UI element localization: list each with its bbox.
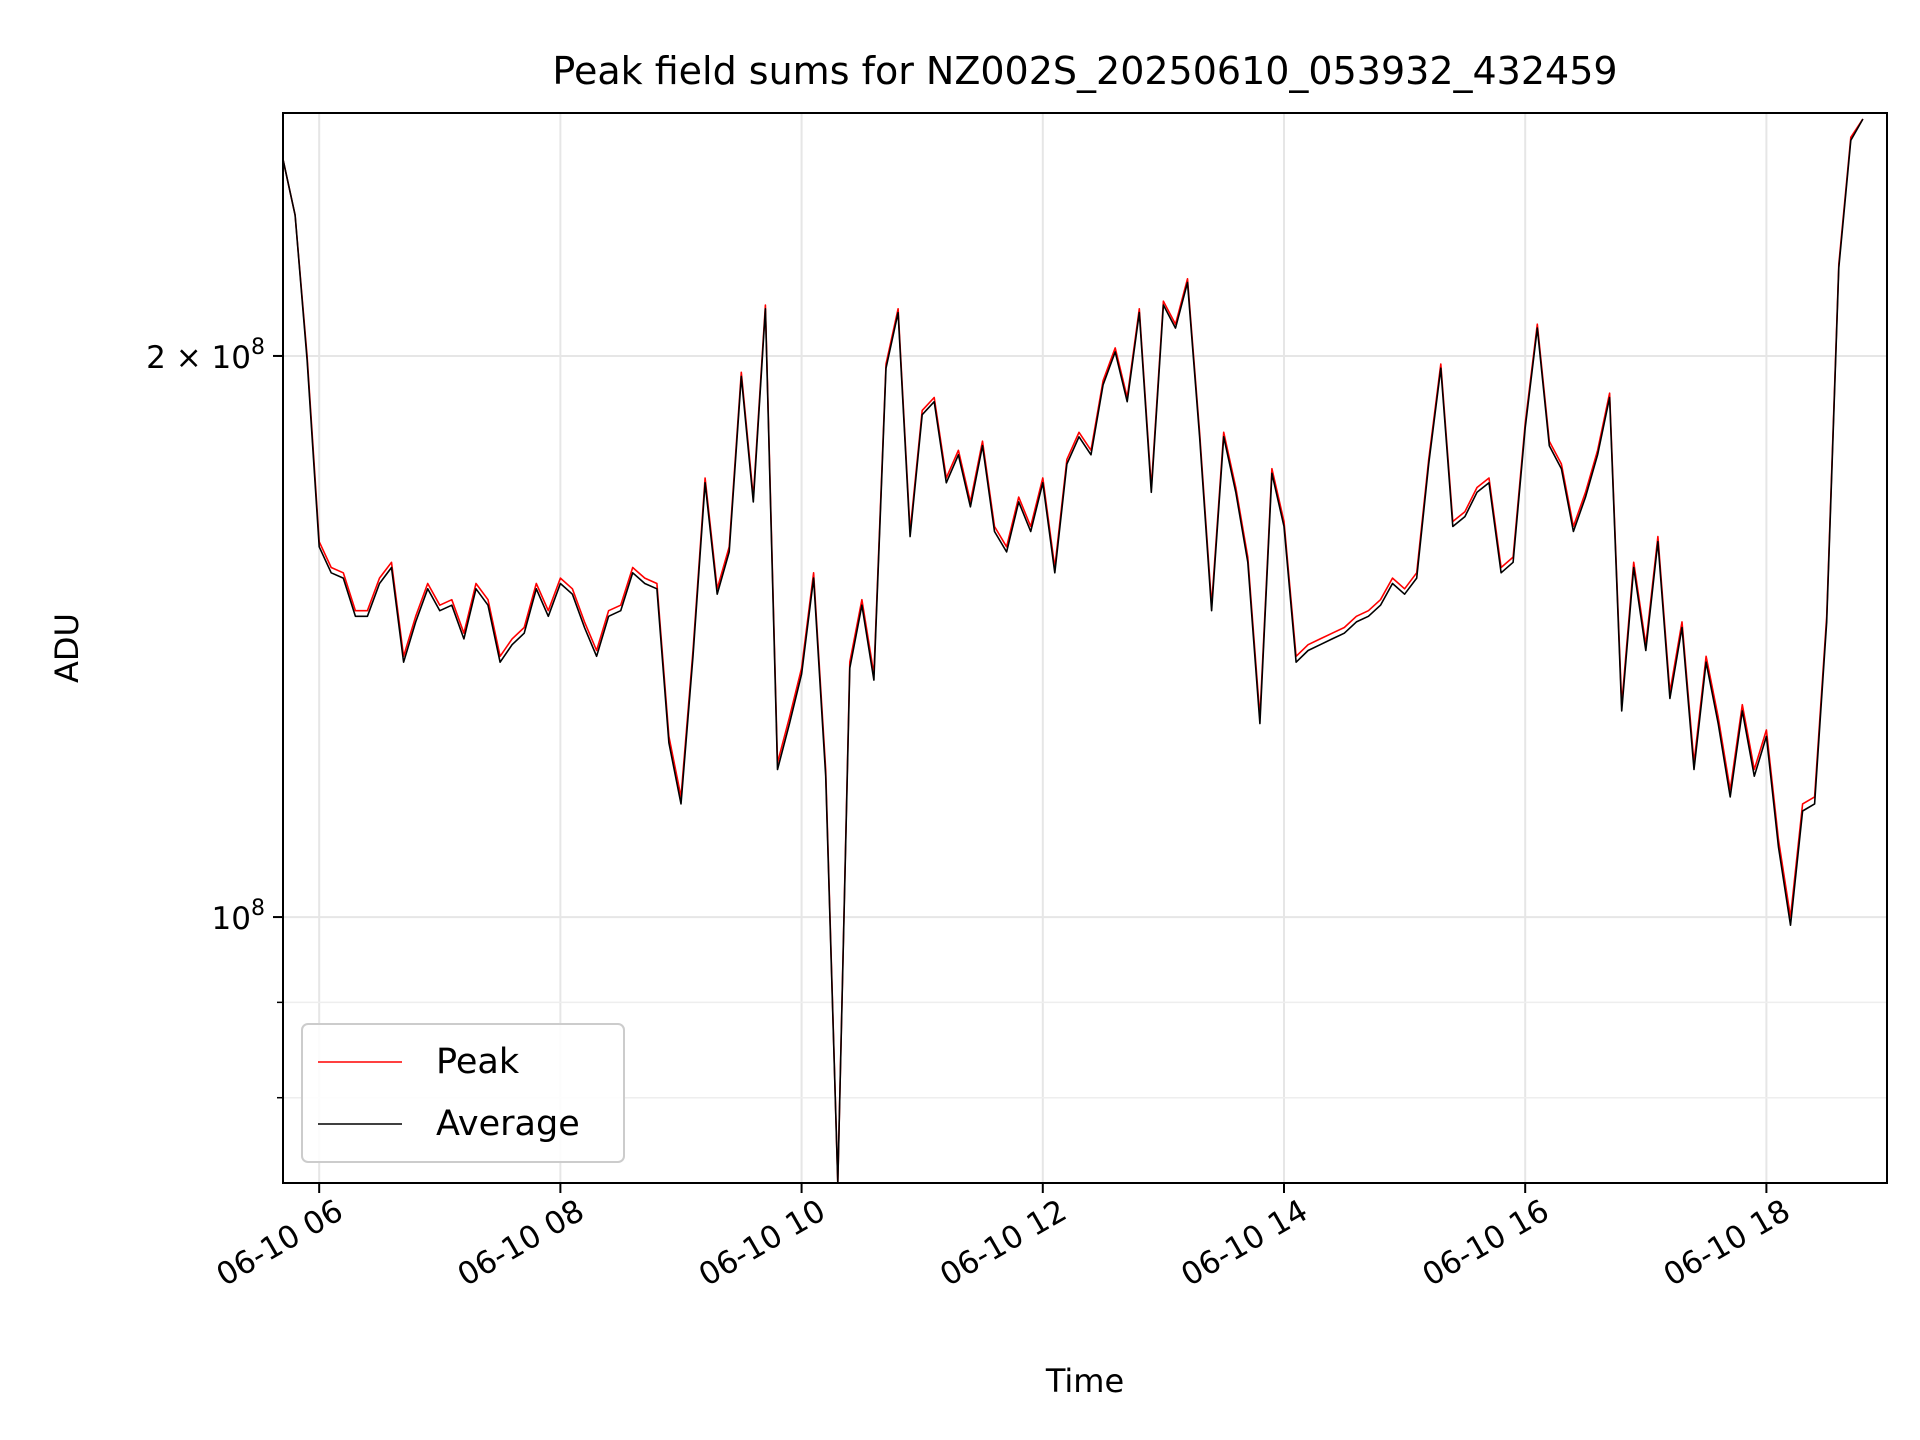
y-axis: 108 2 × 108: [146, 335, 283, 1099]
series-line-peak: [283, 118, 1864, 1183]
series-layer: [283, 118, 1864, 1183]
series-line-average: [283, 118, 1864, 1183]
legend-label-peak: Peak: [436, 1042, 520, 1082]
grid: [283, 113, 1887, 1183]
plot-frame: [282, 112, 1888, 1184]
legend-label-average: Average: [436, 1104, 580, 1144]
y-tick-label: 2 × 108: [146, 335, 265, 376]
legend: Peak Average: [301, 1023, 625, 1163]
x-axis-label: Time: [1045, 1362, 1124, 1400]
legend-box: [301, 1023, 625, 1163]
chart-title: Peak field sums for NZ002S_20250610_0539…: [552, 49, 1617, 93]
y-tick-label: 108: [212, 896, 265, 937]
y-axis-label: ADU: [48, 613, 86, 683]
